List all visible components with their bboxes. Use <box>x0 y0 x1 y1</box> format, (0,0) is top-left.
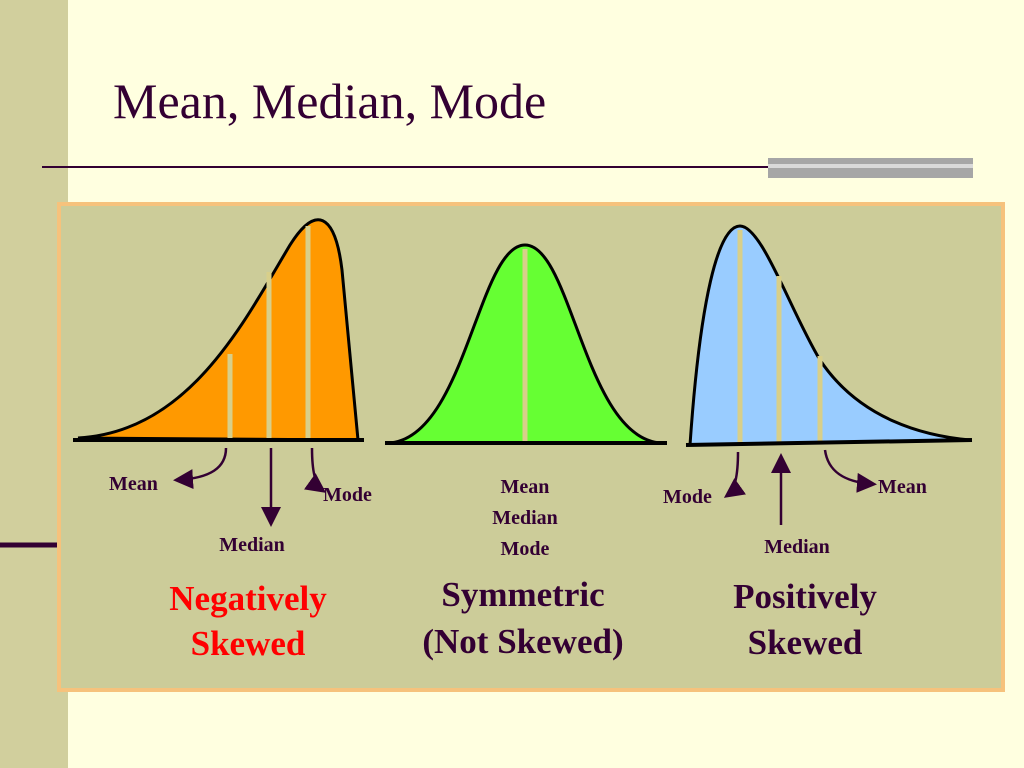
caption-line: Positively <box>733 577 877 616</box>
mean-label: Mean <box>501 476 550 498</box>
median-label: Median <box>764 536 830 558</box>
negative-curve <box>77 218 360 442</box>
caption-line: Skewed <box>748 623 863 662</box>
title: Mean, Median, Mode <box>113 73 546 129</box>
caption-line: Negatively <box>169 579 327 618</box>
title-rule-accent-light <box>768 164 973 168</box>
median-label: Median <box>492 507 558 529</box>
side-strip <box>0 0 68 768</box>
baseline <box>685 438 973 447</box>
symmetric-curve-group: Mean Median Mode Symmetric (Not Skewed) <box>385 243 667 661</box>
mode-label: Mode <box>323 484 372 506</box>
positive-curve <box>688 224 971 447</box>
caption-line: Skewed <box>191 624 306 663</box>
mode-label: Mode <box>501 538 550 560</box>
arrow <box>173 447 228 490</box>
mode-label: Mode <box>663 486 712 508</box>
caption-line: Symmetric <box>441 575 604 614</box>
negative-curve-group: Mean Median Mode Negatively Skewed <box>73 218 372 663</box>
arrow <box>823 449 877 493</box>
mean-label: Mean <box>109 473 158 495</box>
mean-label: Mean <box>878 476 927 498</box>
caption-line: (Not Skewed) <box>422 622 623 661</box>
arrow <box>723 451 747 498</box>
arrow <box>303 447 327 493</box>
median-label: Median <box>219 534 285 556</box>
positive-curve-group: Mean Median Mode Positively Skewed <box>663 224 973 662</box>
